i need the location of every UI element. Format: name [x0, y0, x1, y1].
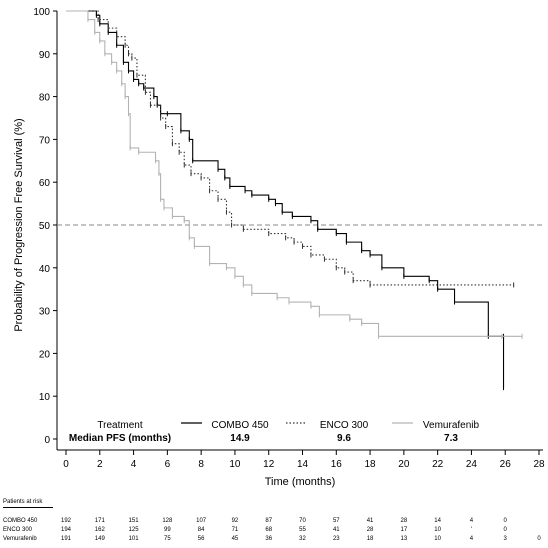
y-tick-label: 90 [39, 50, 51, 61]
y-tick-label: 60 [39, 178, 51, 189]
legend-entry-combo: COMBO 450 [211, 420, 269, 431]
y-tick-label: 50 [39, 221, 51, 232]
risk-cell: 4 [469, 536, 474, 542]
risk-cell: 162 [94, 527, 105, 533]
risk-cell: ' [470, 527, 472, 533]
legend-entry-vemurafenib: Vemurafenib [423, 420, 480, 431]
risk-cell: 71 [231, 527, 239, 533]
risk-cell: 10 [434, 536, 441, 542]
risk-row: ENCO 300 194 162 125 99 84 71 68 55 41 28 17 10 ' 0 [0, 527, 548, 536]
risk-cell: 107 [196, 518, 207, 524]
legend-median-combo: 14.9 [230, 433, 250, 444]
legend: Treatment Median PFS (months) COMBO 450 … [69, 420, 480, 444]
x-tick-label: 8 [198, 459, 204, 470]
risk-cell: 68 [265, 527, 273, 533]
risk-cell: 101 [128, 536, 139, 542]
x-tick-label: 18 [365, 459, 377, 470]
risk-cell: 41 [366, 518, 374, 524]
legend-median-label: Median PFS (months) [69, 433, 171, 444]
legend-treatment-label: Treatment [97, 420, 142, 431]
legend-median-vemurafenib: 7.3 [444, 433, 458, 444]
x-tick-label: 2 [97, 459, 103, 470]
risk-cell: 23 [332, 536, 340, 542]
y-tick-label: 80 [39, 93, 51, 104]
x-tick-label: 0 [63, 459, 69, 470]
risk-cell: 57 [332, 518, 340, 524]
risk-cell: 151 [128, 518, 139, 524]
risk-cell: 3 [503, 536, 507, 542]
curve-combo-450 [66, 10, 505, 388]
y-axis-label: Probability of Progression Free Survival… [13, 118, 25, 331]
risk-table-title-underline [3, 507, 53, 508]
y-tick-label: 20 [39, 349, 51, 360]
risk-cell: 87 [265, 518, 273, 524]
risk-cell: 149 [94, 536, 105, 542]
risk-cell: 75 [164, 536, 171, 542]
x-tick-label: 24 [466, 459, 478, 470]
x-tick-label: 12 [263, 459, 275, 470]
risk-cell: 84 [197, 527, 205, 533]
risk-cell: 45 [231, 536, 239, 542]
y-tick-label: 40 [39, 264, 51, 275]
y-tick-label: 10 [39, 392, 51, 403]
risk-row-label: Vemurafenib [3, 536, 37, 542]
survival-curves [66, 10, 523, 391]
risk-table-title: Patients at risk [3, 499, 43, 505]
risk-cell: 55 [299, 527, 306, 533]
risk-cell: 0 [503, 518, 507, 524]
y-axis: 0 10 20 30 40 50 60 70 80 90 100 Probability of Pr… [13, 7, 58, 450]
x-tick-label: 14 [297, 459, 309, 470]
risk-cell: 125 [128, 527, 139, 533]
y-tick-label: 70 [39, 135, 51, 146]
risk-cell: 4 [469, 518, 474, 524]
x-axis: 0 2 4 6 8 10 12 14 16 18 20 22 24 26 28 Time (months) [57, 449, 545, 488]
risk-row-label: COMBO 450 [3, 518, 38, 524]
risk-table: Patients at risk COMBO 450 192 171 151 128 10… [0, 496, 548, 548]
risk-cell: 17 [400, 527, 408, 533]
risk-cell: 13 [400, 536, 408, 542]
x-ticks: 0 2 4 6 8 10 12 14 16 18 20 22 24 26 28 [63, 450, 545, 470]
x-axis-label: Time (months) [265, 476, 336, 488]
legend-median-enco: 9.6 [337, 433, 351, 444]
risk-cell: 32 [299, 536, 306, 542]
risk-cell: 28 [366, 527, 374, 533]
risk-cell: 18 [366, 536, 374, 542]
curve-vemurafenib [66, 10, 523, 337]
legend-entry-enco: ENCO 300 [320, 420, 369, 431]
risk-cell: 10 [434, 527, 441, 533]
risk-cell: 41 [332, 527, 340, 533]
x-tick-label: 26 [500, 459, 512, 470]
y-tick-label: 0 [44, 435, 50, 446]
risk-cell: 14 [434, 518, 441, 524]
risk-cell: 0 [503, 527, 507, 533]
risk-cell: 171 [94, 518, 105, 524]
x-tick-label: 6 [165, 459, 171, 470]
x-tick-label: 22 [432, 459, 444, 470]
y-tick-label: 30 [39, 307, 51, 318]
risk-cell: 99 [164, 527, 171, 533]
risk-cell: 36 [265, 536, 273, 542]
risk-cell: 56 [197, 536, 205, 542]
risk-cell: 128 [162, 518, 173, 524]
risk-cell: 92 [231, 518, 239, 524]
risk-cell: 191 [60, 536, 71, 542]
risk-cell: 28 [400, 518, 408, 524]
x-tick-label: 28 [533, 459, 545, 470]
risk-row: Vemurafenib 191 149 101 75 56 45 36 32 23 18 13 10 4 3… [0, 536, 548, 545]
risk-row: COMBO 450 192 171 151 128 107 92 87 70 57 41 28 14 4 0 [0, 518, 548, 527]
x-tick-label: 4 [131, 459, 137, 470]
risk-cell: 194 [60, 527, 71, 533]
risk-cell: 0 [537, 536, 541, 542]
y-tick-label: 100 [33, 7, 50, 18]
x-tick-label: 10 [229, 459, 241, 470]
y-ticks: 0 10 20 30 40 50 60 70 80 90 100 [33, 7, 57, 446]
risk-cell: 192 [60, 518, 71, 524]
x-tick-label: 16 [331, 459, 343, 470]
risk-row-label: ENCO 300 [3, 527, 33, 533]
x-tick-label: 20 [398, 459, 410, 470]
risk-cell: 70 [299, 518, 306, 524]
